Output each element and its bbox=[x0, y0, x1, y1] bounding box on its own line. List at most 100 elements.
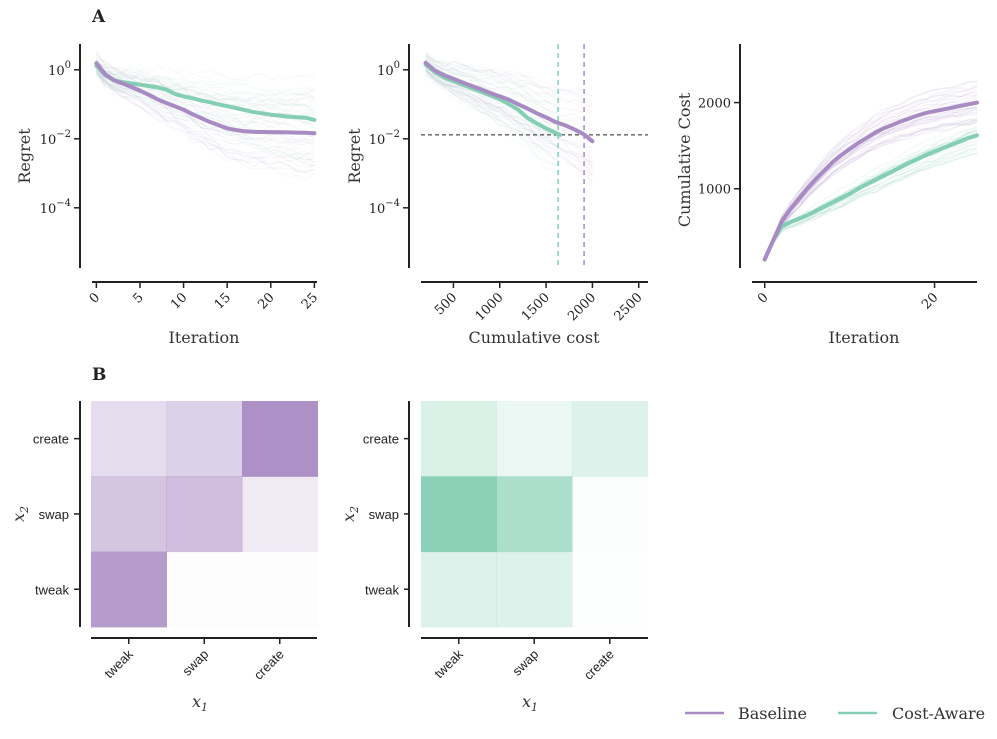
y-tick-label: 10−2 bbox=[369, 129, 400, 148]
run-trace bbox=[425, 68, 593, 169]
run-trace bbox=[425, 53, 593, 113]
y-tick-label: tweak bbox=[35, 582, 69, 597]
run-trace bbox=[764, 106, 978, 262]
run-trace bbox=[425, 69, 561, 181]
heatmap-cell bbox=[167, 552, 243, 628]
y-tick-label: 2000 bbox=[698, 97, 731, 112]
x-tick-label: 500 bbox=[432, 290, 460, 318]
y-axis-label: Cumulative Cost bbox=[675, 92, 694, 227]
run-trace bbox=[425, 52, 593, 107]
x-tick-label: create bbox=[251, 647, 287, 683]
run-trace bbox=[96, 69, 315, 163]
heatmap-cell bbox=[91, 401, 167, 477]
run-trace bbox=[96, 58, 315, 103]
x-tick-label: tweak bbox=[431, 646, 466, 681]
run-trace bbox=[425, 70, 561, 169]
run-trace bbox=[425, 74, 561, 166]
heatmap-cell bbox=[91, 551, 167, 628]
heatmap-cell bbox=[91, 476, 167, 553]
heatmap-cost-aware: tweak swap create create swap tweak x1 x2 bbox=[339, 401, 648, 714]
heatmap-cell bbox=[166, 401, 243, 477]
series-baseline bbox=[762, 100, 979, 262]
run-trace bbox=[96, 60, 315, 114]
heatmap-cell bbox=[242, 401, 318, 477]
run-trace bbox=[425, 73, 593, 176]
run-trace bbox=[425, 74, 593, 185]
run-trace bbox=[425, 55, 593, 103]
run-trace bbox=[96, 69, 315, 174]
run-trace bbox=[764, 95, 978, 260]
run-trace bbox=[764, 119, 978, 260]
run-trace bbox=[764, 121, 978, 260]
y-tick-label: swap bbox=[369, 507, 399, 522]
x-axis-label: x1 bbox=[522, 692, 538, 714]
run-trace bbox=[95, 71, 315, 166]
run-trace bbox=[425, 72, 593, 184]
run-trace bbox=[425, 67, 593, 176]
y-tick-label: create bbox=[363, 432, 399, 447]
run-trace bbox=[764, 120, 978, 262]
x-tick-label: 2500 bbox=[612, 290, 646, 324]
run-trace bbox=[96, 63, 315, 100]
run-trace bbox=[764, 148, 978, 262]
run-trace bbox=[764, 152, 978, 259]
run-trace bbox=[425, 68, 593, 171]
run-trace bbox=[96, 63, 315, 115]
heatmap-cell bbox=[496, 551, 573, 628]
run-trace bbox=[425, 68, 561, 151]
y-tick-label: 10−2 bbox=[40, 129, 71, 148]
run-trace bbox=[764, 105, 978, 260]
run-trace bbox=[95, 69, 315, 167]
run-trace bbox=[764, 86, 978, 260]
x-axis-label: Cumulative cost bbox=[468, 328, 600, 347]
run-trace bbox=[425, 63, 593, 152]
x-tick-label: 1500 bbox=[519, 290, 553, 324]
run-trace bbox=[425, 65, 593, 166]
run-trace bbox=[425, 55, 561, 109]
run-trace bbox=[425, 71, 593, 176]
legend-cost-aware-label: Cost-Aware bbox=[892, 704, 985, 723]
run-trace bbox=[95, 75, 315, 164]
heatmap-cell bbox=[242, 476, 318, 553]
run-trace bbox=[96, 54, 315, 102]
run-trace bbox=[425, 64, 593, 166]
run-trace bbox=[95, 69, 315, 161]
run-trace bbox=[95, 70, 315, 162]
x-tick-label: 20 bbox=[255, 290, 277, 312]
x-tick-label: 1000 bbox=[473, 290, 507, 324]
run-trace bbox=[96, 71, 315, 141]
run-trace bbox=[425, 55, 561, 99]
run-trace bbox=[425, 68, 593, 159]
run-trace bbox=[96, 73, 315, 181]
legend-baseline-label: Baseline bbox=[738, 704, 807, 723]
run-trace bbox=[425, 62, 593, 133]
y-tick-label: 100 bbox=[377, 60, 400, 79]
run-trace bbox=[96, 71, 315, 173]
run-trace bbox=[425, 70, 561, 160]
run-trace bbox=[425, 63, 561, 142]
run-trace bbox=[95, 67, 315, 144]
run-trace bbox=[764, 80, 978, 262]
heatmap-cell bbox=[572, 476, 648, 552]
run-trace bbox=[764, 148, 978, 262]
run-trace bbox=[764, 84, 978, 261]
run-trace bbox=[96, 61, 315, 93]
run-trace bbox=[96, 66, 315, 156]
run-trace bbox=[764, 80, 978, 262]
run-trace bbox=[764, 92, 978, 261]
series-baseline bbox=[94, 61, 317, 136]
run-trace bbox=[95, 59, 315, 113]
run-trace bbox=[764, 121, 978, 259]
run-trace bbox=[764, 112, 978, 260]
run-trace bbox=[96, 61, 315, 102]
y-axis-label: Regret bbox=[15, 128, 34, 184]
run-trace bbox=[764, 94, 978, 261]
run-trace bbox=[96, 74, 315, 172]
run-trace bbox=[425, 62, 593, 132]
run-trace bbox=[425, 54, 561, 106]
run-trace bbox=[425, 69, 593, 163]
run-trace bbox=[425, 50, 593, 97]
run-trace bbox=[96, 64, 315, 115]
run-trace bbox=[96, 71, 315, 166]
